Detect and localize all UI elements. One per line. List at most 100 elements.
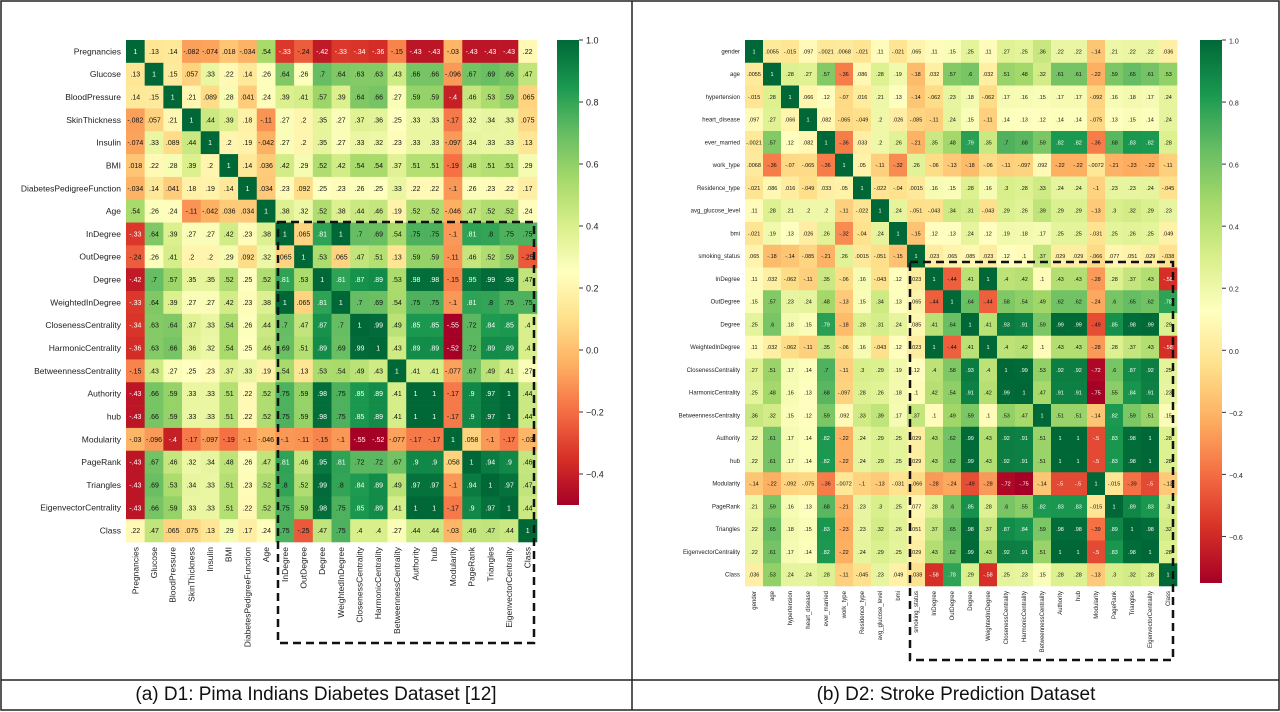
heatmap-value: .69 xyxy=(336,346,346,353)
heatmap-value: .46 xyxy=(299,460,309,467)
heatmap-cell xyxy=(1123,131,1142,155)
heatmap-cell xyxy=(1069,62,1088,86)
heatmap-cell xyxy=(219,268,239,292)
heatmap-cell xyxy=(799,222,818,246)
heatmap-cell xyxy=(799,62,818,86)
heatmap-cell xyxy=(144,359,164,383)
heatmap-value: .98 xyxy=(317,391,327,398)
heatmap-cell xyxy=(817,244,836,268)
heatmap-value: .85 xyxy=(966,504,974,510)
heatmap-value: -.097 xyxy=(838,391,851,397)
heatmap-cell xyxy=(182,85,202,109)
heatmap-cell xyxy=(443,496,463,520)
heatmap-value: .59 xyxy=(504,95,514,102)
heatmap-cell xyxy=(499,62,519,86)
y-tick-label: BetweennessCentrality xyxy=(679,413,740,419)
heatmap-value: .59 xyxy=(299,391,309,398)
heatmap-value: -.0072 xyxy=(1088,163,1104,169)
x-tick-label: heart_disease xyxy=(806,590,812,628)
heatmap-cell xyxy=(979,313,998,337)
heatmap-value: .11 xyxy=(750,209,757,215)
heatmap-cell xyxy=(853,199,872,223)
heatmap-cell xyxy=(781,381,800,405)
heatmap-cell xyxy=(907,472,926,496)
heatmap-cell xyxy=(1159,176,1178,200)
heatmap-cell xyxy=(871,40,890,64)
heatmap-value: .19 xyxy=(205,186,215,193)
heatmap-cell xyxy=(1051,358,1070,382)
heatmap-value: .33 xyxy=(858,413,866,419)
heatmap-value: .086 xyxy=(857,72,868,78)
heatmap-cell xyxy=(907,563,926,587)
heatmap-value: .22 xyxy=(411,186,421,193)
heatmap-value: .33 xyxy=(392,186,402,193)
heatmap-cell xyxy=(1051,131,1070,155)
heatmap-value: .26 xyxy=(355,186,365,193)
heatmap-value: .29 xyxy=(224,528,234,535)
heatmap-value: .11 xyxy=(876,49,883,55)
heatmap-cell xyxy=(1069,290,1088,314)
heatmap-cell xyxy=(943,176,962,200)
heatmap-value: -.075 xyxy=(802,482,815,488)
heatmap-value: .077 xyxy=(1109,254,1120,260)
heatmap-cell xyxy=(480,62,500,86)
heatmap-value: -.046 xyxy=(258,437,274,444)
heatmap-value: .43 xyxy=(1056,345,1064,351)
heatmap-value: -.066 xyxy=(910,482,923,488)
heatmap-value: .058 xyxy=(465,437,479,444)
heatmap-cell xyxy=(182,405,202,429)
heatmap-value: .75 xyxy=(504,300,514,307)
heatmap-cell xyxy=(406,313,426,337)
heatmap-cell xyxy=(907,404,926,428)
heatmap-cell xyxy=(163,291,183,315)
heatmap-value: .65 xyxy=(1128,72,1136,78)
heatmap-cell xyxy=(763,85,782,109)
heatmap-cell xyxy=(294,40,314,64)
heatmap-value: .3 xyxy=(1004,186,1009,192)
heatmap-cell xyxy=(200,291,220,315)
heatmap-cell xyxy=(200,40,220,64)
heatmap-cell xyxy=(1123,517,1142,541)
heatmap-value: .065 xyxy=(297,231,311,238)
heatmap-value: .69 xyxy=(149,482,159,489)
heatmap-value: .35 xyxy=(930,140,938,146)
heatmap-value: .98 xyxy=(1128,550,1136,556)
heatmap-cell xyxy=(275,313,295,337)
heatmap-value: .26 xyxy=(1128,231,1136,237)
heatmap-value: .44 xyxy=(504,528,514,535)
heatmap-value: .15 xyxy=(1038,573,1046,579)
heatmap-value: .18 xyxy=(786,322,794,328)
heatmap-value: .39 xyxy=(224,117,234,124)
heatmap-value: .52 xyxy=(485,254,495,261)
heatmap-value: .32 xyxy=(768,413,776,419)
heatmap-cell xyxy=(443,131,463,155)
heatmap-cell xyxy=(1087,495,1106,519)
heatmap-value: .83 xyxy=(1056,504,1064,510)
heatmap-value: .37 xyxy=(912,413,920,419)
heatmap-value: .35 xyxy=(822,277,830,283)
heatmap-value: .7 xyxy=(357,231,363,238)
heatmap-value: .24 xyxy=(804,300,812,306)
heatmap-value: .54 xyxy=(355,163,365,170)
heatmap-cell xyxy=(1123,495,1142,519)
heatmap-cell xyxy=(997,290,1016,314)
heatmap-value: .54 xyxy=(948,391,956,397)
y-tick-label: Modularity xyxy=(712,482,740,488)
heatmap-value: .32 xyxy=(261,254,271,261)
heatmap-value: -.36 xyxy=(839,140,848,146)
heatmap-value: .036 xyxy=(749,573,760,579)
heatmap-cell xyxy=(350,222,370,246)
heatmap-value: 1 xyxy=(932,277,935,283)
heatmap-value: .93 xyxy=(966,368,974,374)
heatmap-cell xyxy=(1123,108,1142,132)
heatmap-value: .26 xyxy=(149,209,159,216)
heatmap-cell xyxy=(424,519,444,543)
heatmap-cell xyxy=(1087,222,1106,246)
heatmap-cell xyxy=(745,563,764,587)
heatmap-cell xyxy=(1015,62,1034,86)
heatmap-cell xyxy=(275,405,295,429)
heatmap-cell xyxy=(799,404,818,428)
heatmap-value: .21 xyxy=(750,504,758,510)
colorbar-tick-label: 0.4 xyxy=(1229,225,1239,232)
heatmap-cell xyxy=(1087,176,1106,200)
